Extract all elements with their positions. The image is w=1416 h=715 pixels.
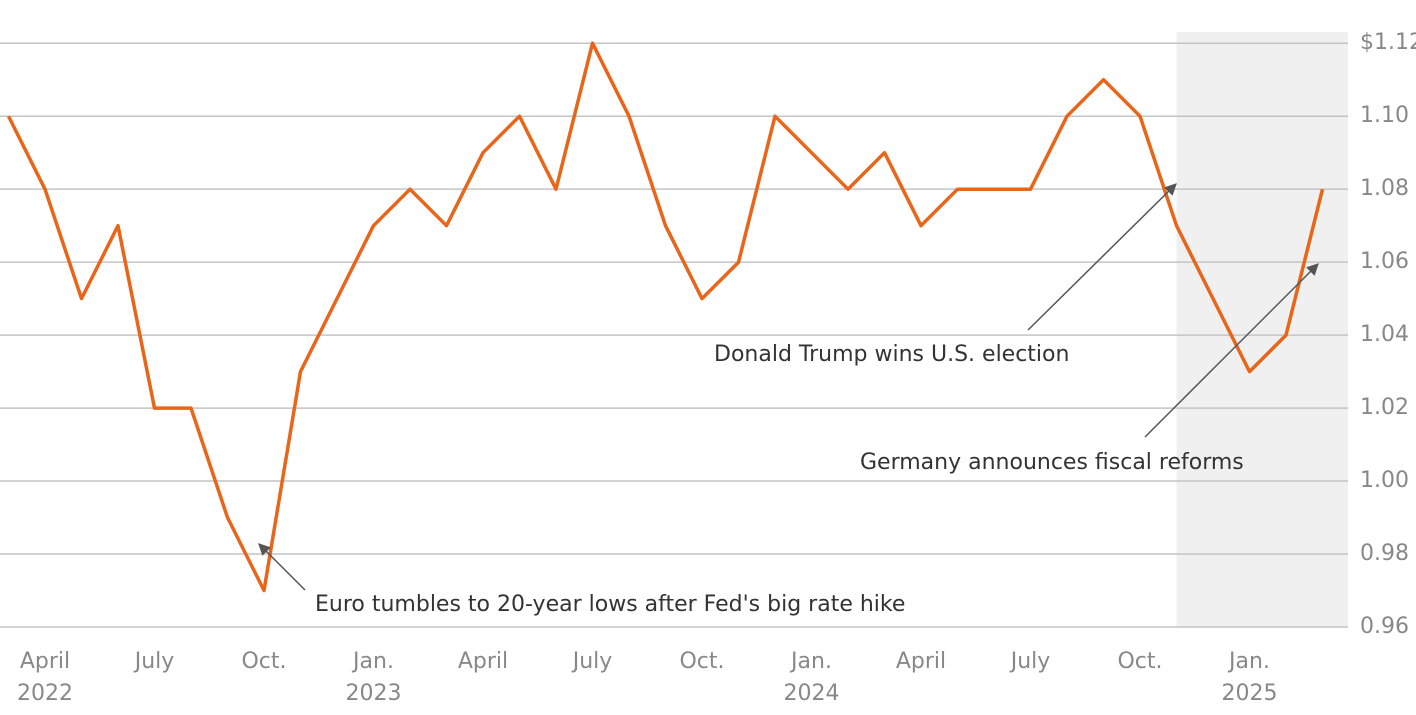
x-tick-label: Oct. xyxy=(241,649,287,674)
annotation: Germany announces fiscal reforms xyxy=(860,450,1244,475)
arrow xyxy=(258,543,306,591)
y-tick-label: 1.00 xyxy=(1360,468,1409,493)
x-tick-label: Jan. 2023 xyxy=(345,649,402,706)
y-tick-label: 1.04 xyxy=(1360,322,1409,347)
arrow xyxy=(1144,263,1319,438)
y-tick-label: $1.12 xyxy=(1360,30,1416,55)
x-tick-label: Jan. 2025 xyxy=(1221,649,1278,706)
arrow xyxy=(1027,183,1177,331)
annotation: Donald Trump wins U.S. election xyxy=(714,342,1069,367)
x-tick-label: April xyxy=(895,649,947,674)
y-tick-label: 0.96 xyxy=(1360,614,1409,639)
y-tick-label: 1.02 xyxy=(1360,395,1409,420)
y-tick-label: 1.06 xyxy=(1360,249,1409,274)
x-tick-label: July xyxy=(1010,649,1051,674)
y-tick-label: 0.98 xyxy=(1360,541,1409,566)
x-tick-label: Jan. 2024 xyxy=(783,649,840,706)
x-tick-label: July xyxy=(572,649,613,674)
y-tick-label: 1.08 xyxy=(1360,176,1409,201)
price-line xyxy=(6,41,1325,593)
highlight-region xyxy=(1176,32,1348,627)
x-tick-label: July xyxy=(134,649,175,674)
y-tick-label: 1.10 xyxy=(1360,103,1409,128)
x-tick-label: Oct. xyxy=(1117,649,1163,674)
x-tick-label: April 2022 xyxy=(17,649,73,706)
annotation: Euro tumbles to 20-year lows after Fed's… xyxy=(315,592,905,617)
x-tick-label: Oct. xyxy=(679,649,725,674)
x-tick-label: April xyxy=(457,649,509,674)
